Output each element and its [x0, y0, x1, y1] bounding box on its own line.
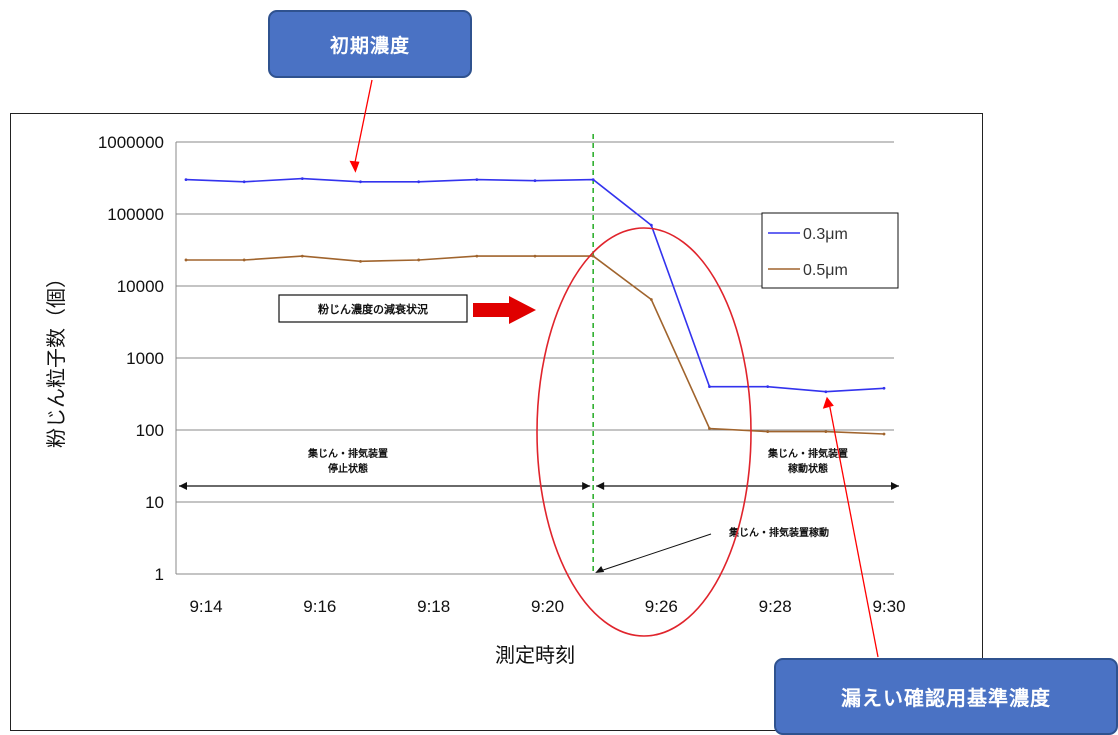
operating-range-arrow-head-left — [596, 482, 605, 490]
data-point — [882, 386, 886, 390]
data-point — [359, 180, 362, 184]
y-tick-label: 1 — [155, 565, 164, 584]
initial-concentration-label: 初期濃度 — [329, 34, 410, 57]
data-point — [649, 223, 653, 227]
data-point — [882, 432, 886, 436]
y-axis-title: 粉じん粒子数（個） — [45, 268, 68, 448]
data-point — [824, 430, 828, 434]
stopped-range-arrow-head-left — [179, 482, 187, 490]
data-point — [591, 254, 595, 258]
stopped-state-line1: 集じん・排気装置 — [307, 447, 388, 460]
x-tick-label: 9:18 — [417, 597, 450, 616]
data-point — [300, 254, 304, 258]
x-tick-label: 9:14 — [189, 597, 222, 616]
initial-concentration-callout: 初期濃度 — [268, 10, 472, 78]
y-tick-label: 100 — [136, 421, 164, 440]
data-point — [533, 254, 537, 258]
y-tick-label: 1000 — [126, 349, 164, 368]
data-point — [300, 177, 304, 181]
data-point — [417, 180, 421, 184]
decay-status-box — [278, 294, 468, 323]
y-tick-label: 1000000 — [98, 133, 164, 152]
data-point — [242, 258, 246, 262]
data-point — [359, 259, 362, 263]
decay-status-arrow — [473, 296, 536, 324]
highlight-ellipse — [536, 227, 752, 637]
x-tick-label: 9:20 — [531, 597, 564, 616]
data-point — [184, 258, 188, 262]
stopped-state-line2: 停止状態 — [328, 462, 368, 475]
line-chart: 1000000 100000 10000 1000 100 10 1 9:14 9:16 9:18… — [45, 133, 906, 667]
data-point — [708, 385, 711, 389]
y-tick-label: 100000 — [107, 205, 164, 224]
start-event-label: 集じん・排気装置稼動 — [728, 526, 829, 539]
decay-status-label: 粉じん濃度の減衰状況 — [318, 302, 428, 316]
data-point — [417, 258, 421, 262]
data-point — [649, 298, 653, 301]
data-point — [533, 179, 537, 183]
data-point — [766, 385, 770, 389]
x-tick-label: 9:30 — [872, 597, 905, 616]
data-point — [824, 390, 828, 394]
data-point — [242, 180, 246, 184]
data-point — [708, 427, 711, 430]
chart-frame: 1000000 100000 10000 1000 100 10 1 9:14 9:16 9:18… — [10, 113, 983, 731]
data-point — [591, 178, 595, 182]
operating-range-arrow-head-right — [891, 482, 899, 490]
x-tick-label: 9:16 — [303, 597, 336, 616]
data-point — [475, 178, 479, 182]
x-axis-title: 測定時刻 — [495, 644, 575, 667]
data-point — [184, 178, 188, 182]
data-point — [766, 430, 770, 434]
leak-reference-label: 漏えい確認用基準濃度 — [841, 686, 1051, 710]
operating-state-line1: 集じん・排気装置 — [767, 447, 848, 460]
data-point — [475, 254, 479, 258]
leak-reference-callout: 漏えい確認用基準濃度 — [774, 658, 1118, 735]
legend-box — [761, 212, 899, 289]
stopped-range-arrow-head-right — [582, 482, 591, 490]
x-tick-label: 9:28 — [759, 597, 792, 616]
start-event-leader — [597, 533, 712, 573]
x-tick-label: 9:26 — [645, 597, 678, 616]
y-tick-label: 10000 — [117, 277, 164, 296]
legend-label: 0.3μm — [803, 226, 848, 243]
operating-state-line2: 稼動状態 — [788, 462, 828, 475]
legend-label: 0.5μm — [803, 262, 848, 279]
start-event-arrowhead — [595, 566, 605, 573]
y-tick-label: 10 — [145, 493, 164, 512]
